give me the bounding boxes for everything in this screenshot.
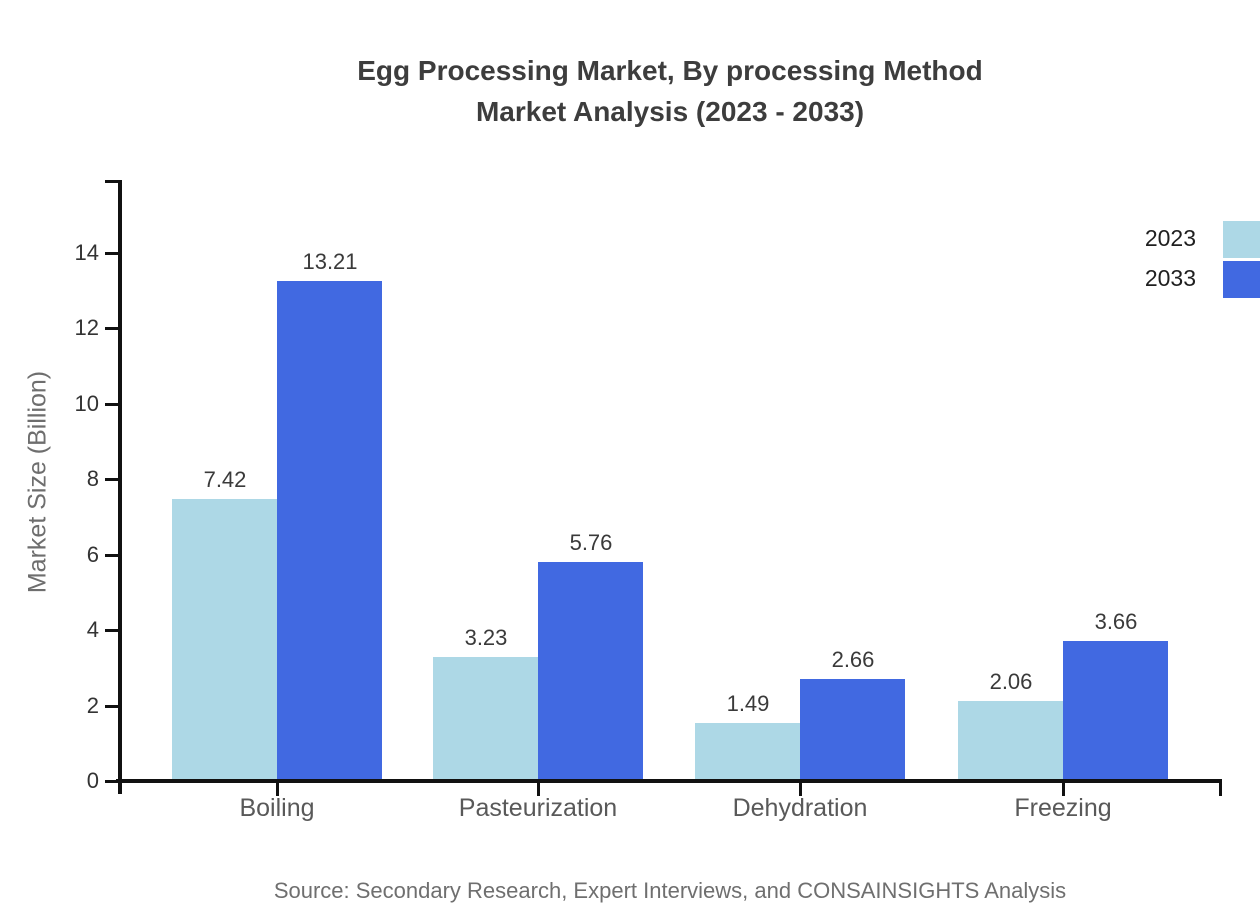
x-tick-dehydration bbox=[799, 783, 802, 796]
y-tick-label-6: 6 bbox=[86, 542, 99, 567]
category-label-dehydration: Dehydration bbox=[732, 794, 868, 822]
category-label-boiling: Boiling bbox=[239, 794, 315, 822]
bar-2033-dehydration bbox=[800, 679, 905, 779]
y-tick-2 bbox=[105, 705, 118, 708]
bar-2023-pasteurization bbox=[433, 657, 538, 779]
bar-2033-freezing bbox=[1063, 641, 1168, 779]
chart-title: Egg Processing Market, By processing Met… bbox=[118, 50, 1222, 132]
x-tick-boiling bbox=[276, 783, 279, 796]
value-label-2033-dehydration: 2.66 bbox=[831, 647, 875, 672]
y-axis-line bbox=[118, 180, 122, 794]
legend-swatch-2033 bbox=[1223, 261, 1260, 298]
legend-label-2023: 2023 bbox=[1144, 225, 1196, 251]
y-tick-label-4: 4 bbox=[86, 617, 99, 642]
y-tick-0 bbox=[105, 780, 118, 783]
y-tick-label-14: 14 bbox=[74, 240, 99, 265]
y-tick-10 bbox=[105, 403, 118, 406]
y-tick-label-12: 12 bbox=[74, 315, 99, 340]
y-tick-4 bbox=[105, 629, 118, 632]
bar-2023-freezing bbox=[958, 701, 1063, 779]
x-axis-line bbox=[116, 779, 1222, 783]
value-label-2033-boiling: 13.21 bbox=[302, 249, 358, 274]
x-axis-endcap-tick bbox=[1219, 783, 1222, 796]
source-note: Source: Secondary Research, Expert Inter… bbox=[273, 878, 1067, 903]
category-label-pasteurization: Pasteurization bbox=[458, 794, 618, 822]
value-label-2023-boiling: 7.42 bbox=[203, 467, 247, 492]
x-tick-freezing bbox=[1062, 783, 1065, 796]
bar-2023-boiling bbox=[172, 499, 277, 779]
y-tick-14 bbox=[105, 252, 118, 255]
value-label-2023-freezing: 2.06 bbox=[989, 669, 1033, 694]
y-tick-label-0: 0 bbox=[86, 768, 99, 793]
bar-2033-pasteurization bbox=[538, 562, 643, 779]
bar-2033-boiling bbox=[277, 281, 382, 779]
chart-title-line1: Egg Processing Market, By processing Met… bbox=[357, 55, 983, 86]
x-tick-pasteurization bbox=[537, 783, 540, 796]
y-tick-6 bbox=[105, 554, 118, 557]
y-axis-endcap-tick bbox=[105, 180, 118, 183]
legend-swatch-2023 bbox=[1223, 221, 1260, 258]
value-label-2023-dehydration: 1.49 bbox=[726, 691, 770, 716]
category-label-freezing: Freezing bbox=[1014, 794, 1112, 822]
y-tick-12 bbox=[105, 327, 118, 330]
y-tick-label-8: 8 bbox=[86, 466, 99, 491]
bar-2023-dehydration bbox=[695, 723, 800, 779]
legend-label-2033: 2033 bbox=[1144, 265, 1196, 291]
value-label-2033-pasteurization: 5.76 bbox=[569, 530, 613, 555]
y-tick-8 bbox=[105, 478, 118, 481]
y-tick-label-2: 2 bbox=[86, 693, 99, 718]
y-tick-label-10: 10 bbox=[74, 391, 99, 416]
chart-title-line2: Market Analysis (2023 - 2033) bbox=[475, 96, 865, 127]
value-label-2023-pasteurization: 3.23 bbox=[464, 625, 508, 650]
value-label-2033-freezing: 3.66 bbox=[1094, 609, 1138, 634]
